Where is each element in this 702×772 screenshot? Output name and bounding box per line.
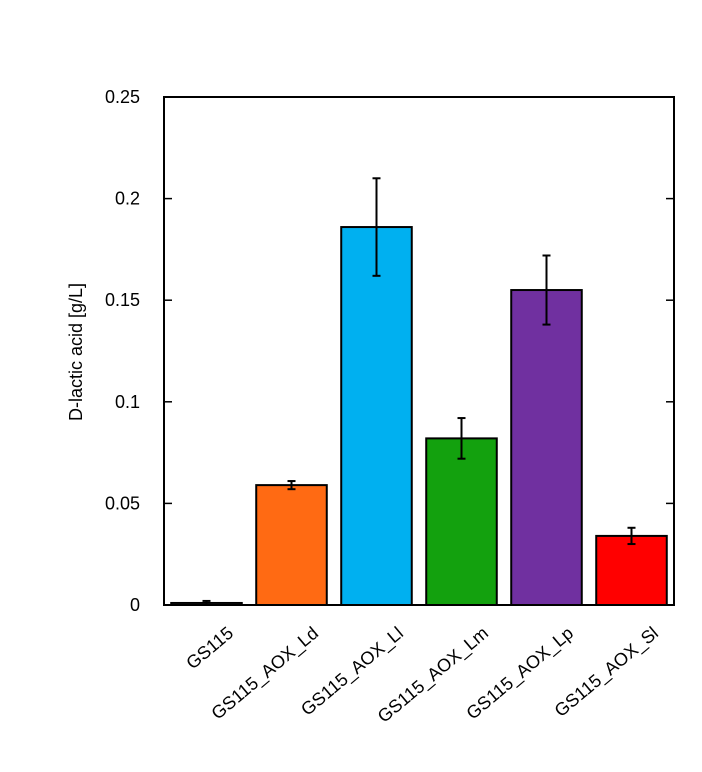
y-tick-label: 0.05 [105,493,140,513]
y-tick-label: 0.25 [105,87,140,107]
y-axis-title: D-lactic acid [g/L] [66,283,86,421]
bar [340,226,413,606]
bar [595,534,668,606]
y-tick-label: 0.15 [105,290,140,310]
y-tick-label: 0.1 [115,392,140,412]
bar [255,484,328,606]
bar [510,289,583,606]
plot-frame [163,96,675,606]
y-tick-label: 0.2 [115,189,140,209]
y-axis: 0 0.05 0.1 0.15 0.2 0.25 [105,87,674,615]
bar [425,437,498,606]
x-tick-label: GS115 [182,623,237,673]
y-tick-label: 0 [130,595,140,615]
plot-area [163,96,675,607]
x-axis: GS115GS115_AOX_LdGS115_AOX_LlGS115_AOX_L… [182,623,662,728]
